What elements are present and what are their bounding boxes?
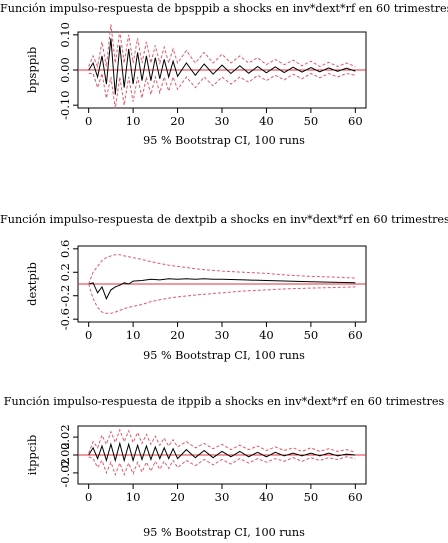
x-tick-label: 30: [215, 490, 230, 504]
y-tick-label: -0.02: [58, 458, 72, 488]
y-tick-label: -0.10: [58, 90, 72, 120]
x-tick-label: 30: [215, 114, 230, 128]
ci-lower-line: [88, 456, 356, 477]
y-tick-label: -0.6: [58, 308, 72, 330]
x-tick-label: 60: [348, 490, 363, 504]
ci-upper-line: [88, 24, 356, 69]
y-tick-label: 0.02: [58, 442, 72, 468]
x-tick-label: 10: [126, 328, 141, 342]
x-tick-label: 20: [170, 114, 185, 128]
irf-line: [88, 278, 356, 300]
ci-lower-line: [88, 72, 356, 109]
irf-line: [88, 441, 356, 463]
x-tick-label: 30: [215, 328, 230, 342]
x-tick-label: 0: [85, 328, 92, 342]
x-tick-label: 40: [259, 328, 274, 342]
ci-upper-line: [88, 254, 356, 285]
x-tick-label: 60: [348, 328, 363, 342]
y-tick-label: 0.00: [58, 57, 72, 83]
x-tick-label: 20: [170, 328, 185, 342]
chart-plot: 0 10 20 30 40 50 60 -0.6-0.2 0.2 0.6 dextpib: [25, 240, 367, 342]
x-tick-label: 10: [126, 114, 141, 128]
y-axis-label: dextpib: [25, 262, 39, 306]
y-tick-label: -0.2: [58, 285, 72, 307]
chart-title: Función impulso-respuesta de dextpib a s…: [0, 213, 448, 226]
chart-footnote: 95 % Bootstrap CI, 100 runs: [143, 349, 305, 362]
ci-upper-line: [88, 428, 356, 454]
ci-lower-line: [88, 283, 356, 314]
chart-plot: 0 10 20 30 40 50 60 -0.10 0.00 0.10 bpsppib: [25, 22, 367, 128]
x-tick-label: 40: [259, 490, 274, 504]
y-axis-label: itppcib: [25, 435, 39, 476]
x-tick-label: 60: [348, 114, 363, 128]
x-tick-label: 50: [304, 490, 319, 504]
x-tick-label: 50: [304, 114, 319, 128]
chart-footnote: 95 % Bootstrap CI, 100 runs: [143, 526, 305, 539]
chart-title: Función impulso-respuesta de bpsppib a s…: [0, 2, 448, 15]
y-tick-label: 0.6: [58, 240, 72, 258]
y-axis-label: bpsppib: [25, 47, 39, 93]
x-tick-label: 20: [170, 490, 185, 504]
x-tick-label: 50: [304, 328, 319, 342]
x-tick-label: 0: [85, 490, 92, 504]
irf-line: [88, 38, 356, 95]
y-tick-label: 0.10: [58, 22, 72, 48]
x-tick-label: 40: [259, 114, 274, 128]
y-tick-label: 0.2: [58, 263, 72, 281]
chart-title: Función impulso-respuesta de itppib a sh…: [3, 395, 445, 408]
y-tick-label: 0.02: [58, 424, 72, 450]
x-tick-label: 10: [126, 490, 141, 504]
chart-footnote: 95 % Bootstrap CI, 100 runs: [143, 134, 305, 147]
x-tick-label: 0: [85, 114, 92, 128]
